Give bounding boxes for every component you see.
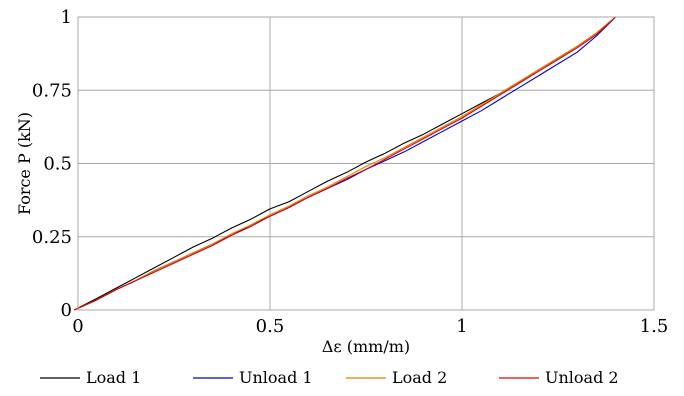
y-tick-label-4: 1	[61, 7, 72, 28]
x-tick-label-0: 0	[72, 316, 83, 337]
legend: Load 1 Unload 1 Load 2 Unload 2	[40, 368, 619, 387]
plot-frame	[77, 16, 655, 311]
y-tick-labels: 0 0.25 0.5 0.75 1	[32, 7, 72, 321]
x-tick-label-3: 1.5	[640, 316, 669, 337]
x-tick-label-1: 0.5	[256, 316, 285, 337]
legend-label-1: Unload 1	[239, 368, 313, 387]
y-tick-label-0: 0	[61, 300, 72, 321]
series-line-3	[73, 16, 616, 311]
legend-label-3: Unload 2	[545, 368, 619, 387]
y-tick-label-2: 0.5	[43, 154, 72, 175]
y-tick-label-1: 0.25	[32, 227, 72, 248]
legend-label-0: Load 1	[86, 368, 141, 387]
x-axis-label: Δε (mm/m)	[322, 337, 410, 356]
y-tick-label-3: 0.75	[32, 80, 72, 101]
series-lines	[73, 16, 616, 311]
legend-label-2: Load 2	[392, 368, 447, 387]
x-tick-labels: 0 0.5 1 1.5	[72, 316, 668, 337]
y-axis-label: Force P (kN)	[15, 112, 34, 215]
x-tick-label-2: 1	[456, 316, 467, 337]
series-line-2	[73, 16, 616, 311]
